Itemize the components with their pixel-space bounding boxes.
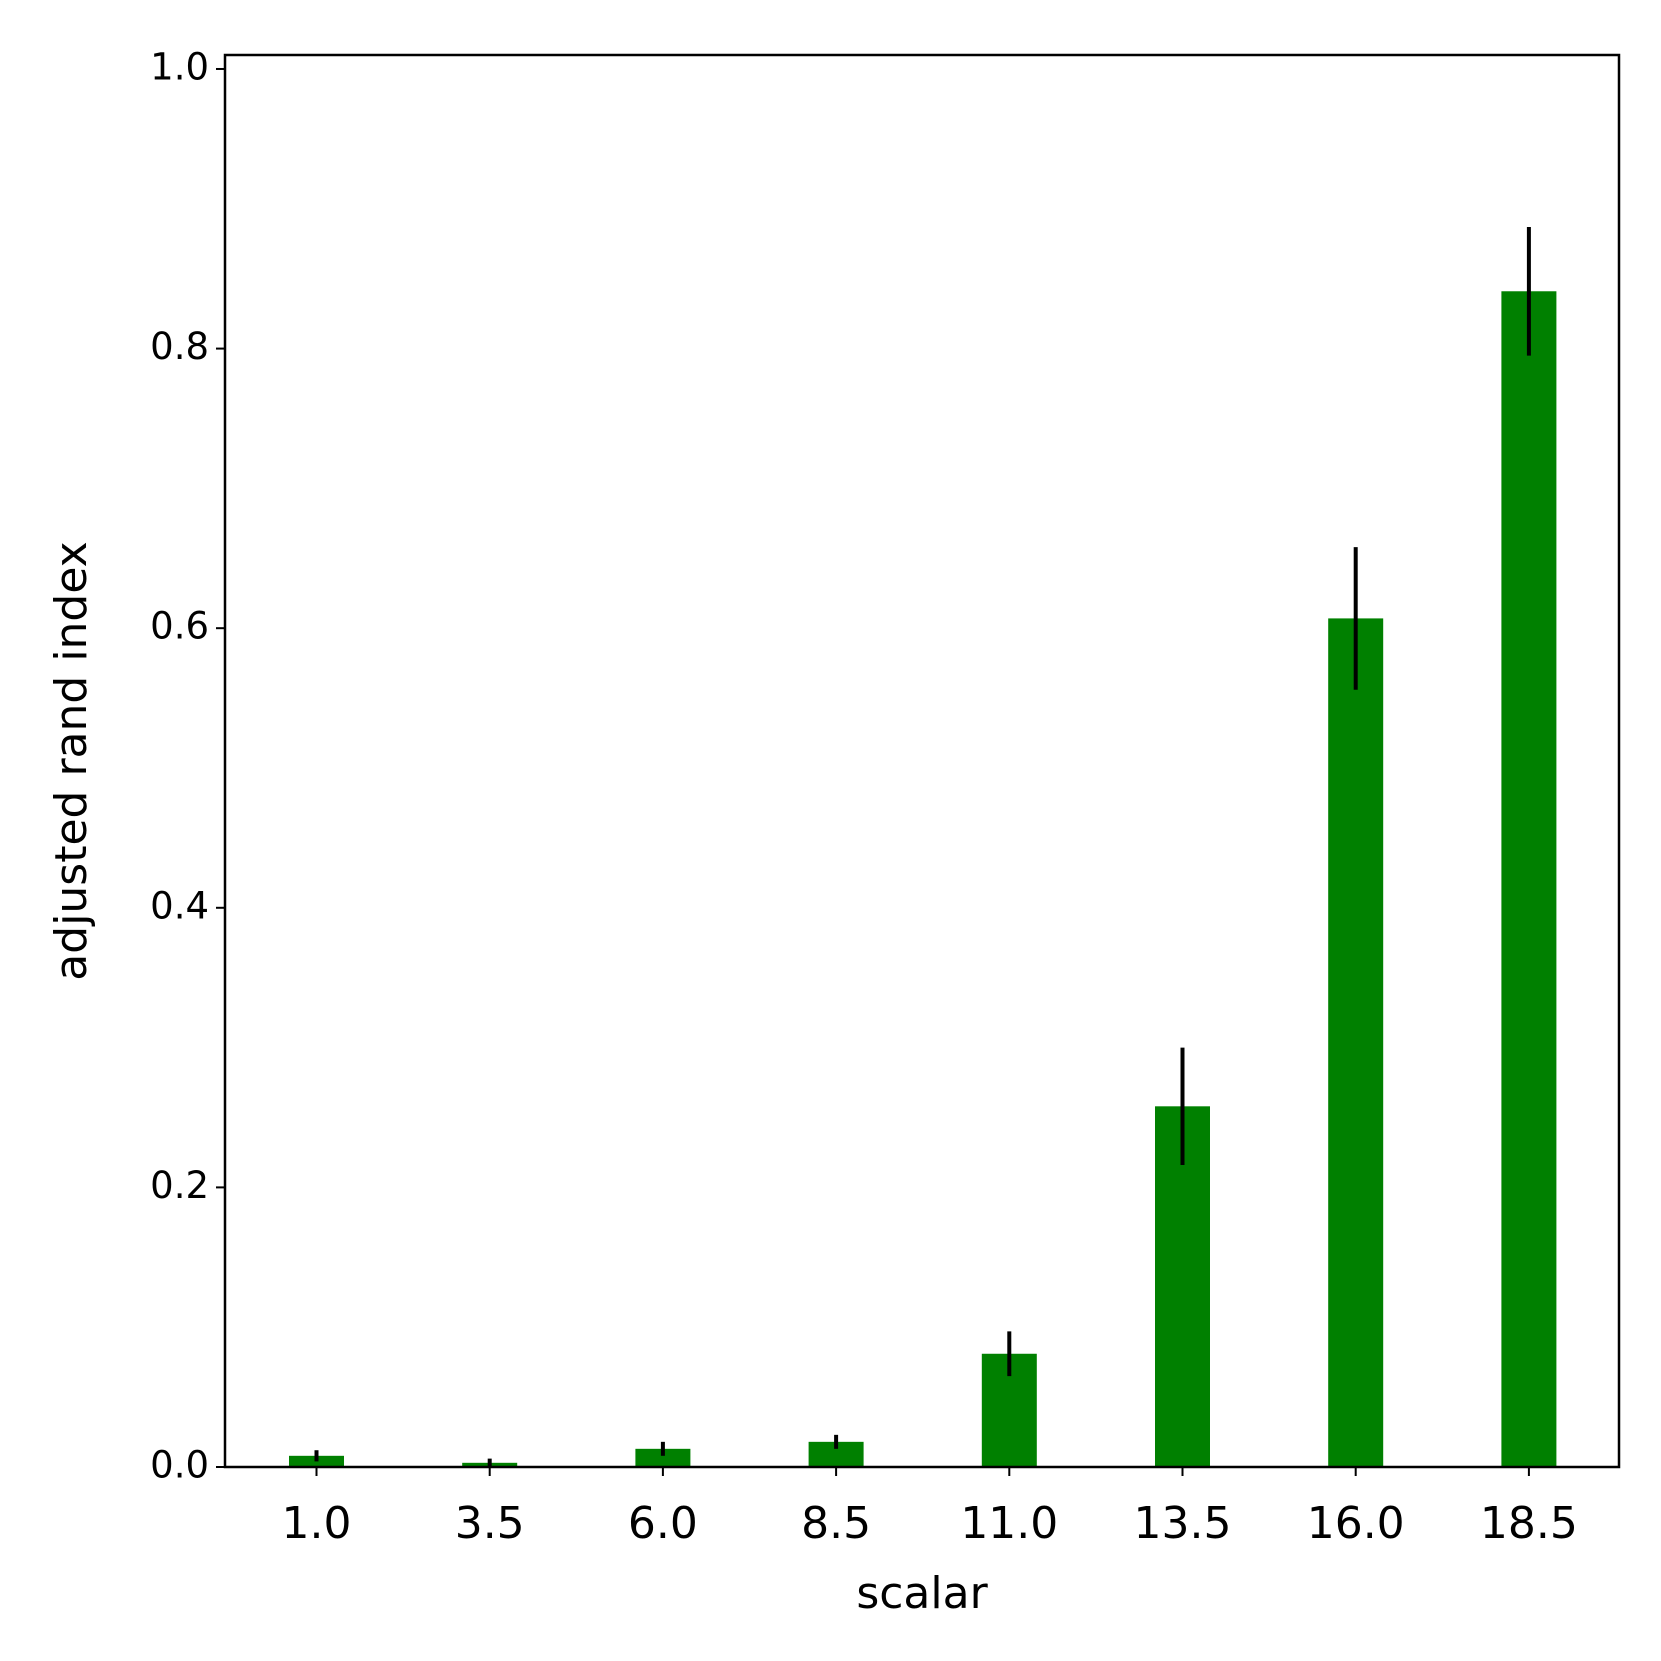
x-tick-label: 16.0	[1307, 1498, 1405, 1549]
x-tick-label: 18.5	[1480, 1498, 1578, 1549]
plot-frame	[223, 53, 1621, 1469]
y-tick-label: 0.0	[150, 1444, 209, 1487]
x-tick-label: 11.0	[960, 1498, 1058, 1549]
y-tick-label: 0.2	[150, 1164, 209, 1207]
y-axis-label: adjusted rand index	[46, 541, 97, 980]
y-tick-label: 0.6	[150, 605, 209, 648]
y-tick-label: 0.8	[150, 325, 209, 368]
bar	[1155, 1106, 1210, 1467]
x-tick-label: 6.0	[628, 1498, 698, 1549]
x-tick-label: 8.5	[801, 1498, 871, 1549]
bar	[1501, 291, 1557, 1467]
x-axis-label: scalar	[856, 1568, 988, 1619]
bar	[1328, 618, 1384, 1467]
x-tick-label: 3.5	[455, 1498, 525, 1549]
x-tick-label: 13.5	[1134, 1498, 1232, 1549]
y-tick-label: 0.4	[150, 884, 209, 927]
bar	[635, 1448, 691, 1467]
x-tick-label: 1.0	[282, 1498, 352, 1549]
y-tick-label: 1.0	[150, 45, 209, 88]
